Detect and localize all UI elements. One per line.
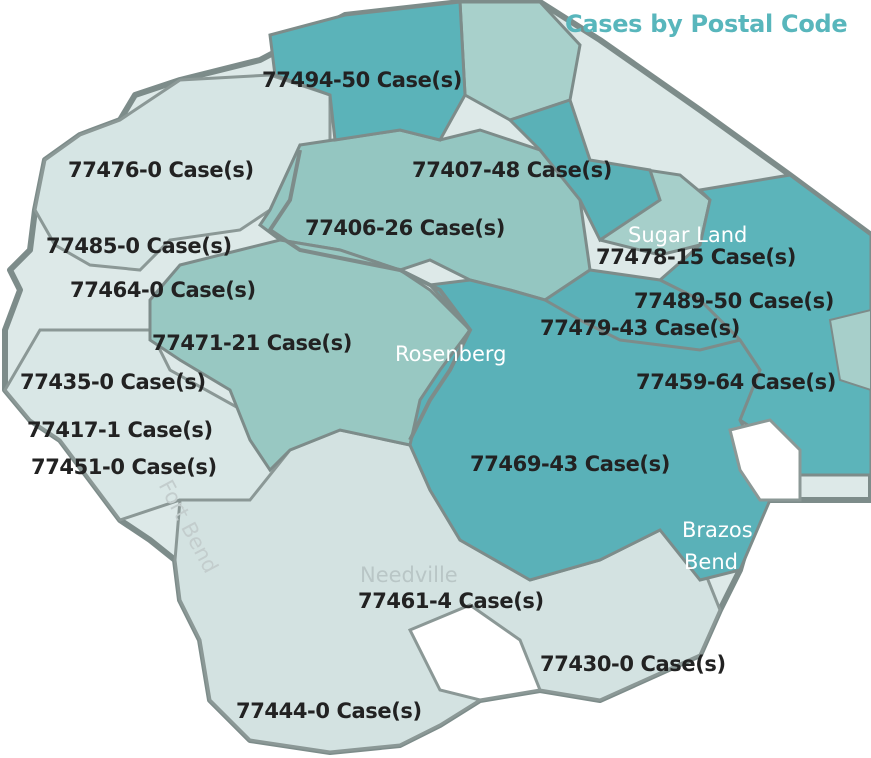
zip-label-77451: 77451-0 Case(s)	[31, 455, 217, 479]
creek	[544, 298, 741, 352]
river	[267, 149, 473, 441]
zip-label-77485: 77485-0 Case(s)	[46, 234, 232, 258]
zip-label-77444: 77444-0 Case(s)	[236, 699, 422, 723]
zip-label-77494: 77494-50 Case(s)	[262, 68, 462, 92]
zip-label-77476: 77476-0 Case(s)	[68, 158, 254, 182]
zip-label-77430: 77430-0 Case(s)	[540, 652, 726, 676]
region-white-lake	[728, 418, 802, 502]
zip-label-77489: 77489-50 Case(s)	[634, 289, 834, 313]
zip-label-77471: 77471-21 Case(s)	[152, 331, 352, 355]
place-needville: Needville	[360, 563, 458, 587]
region-77407	[507, 98, 662, 243]
zip-label-77469: 77469-43 Case(s)	[470, 452, 670, 476]
zip-label-77464: 77464-0 Case(s)	[70, 278, 256, 302]
zip-label-77479: 77479-43 Case(s)	[540, 316, 740, 340]
place-rosenberg: Rosenberg	[395, 342, 507, 366]
place-bend: Bend	[684, 550, 738, 574]
region-77494	[268, 0, 467, 142]
place-brazos: Brazos	[682, 518, 753, 542]
zip-label-77459: 77459-64 Case(s)	[636, 370, 836, 394]
zip-label-77417: 77417-1 Case(s)	[27, 418, 213, 442]
zip-label-77478: 77478-15 Case(s)	[596, 245, 796, 269]
place-sugar-land: Sugar Land	[628, 223, 748, 247]
map-title: Cases by Postal Code	[565, 10, 848, 38]
zip-label-77406: 77406-26 Case(s)	[305, 216, 505, 240]
zip-label-77407: 77407-48 Case(s)	[412, 158, 612, 182]
region-77430-hole	[407, 603, 543, 702]
region-east-mid	[828, 308, 871, 392]
zip-label-77435: 77435-0 Case(s)	[20, 370, 206, 394]
zip-label-77461: 77461-4 Case(s)	[358, 589, 544, 613]
